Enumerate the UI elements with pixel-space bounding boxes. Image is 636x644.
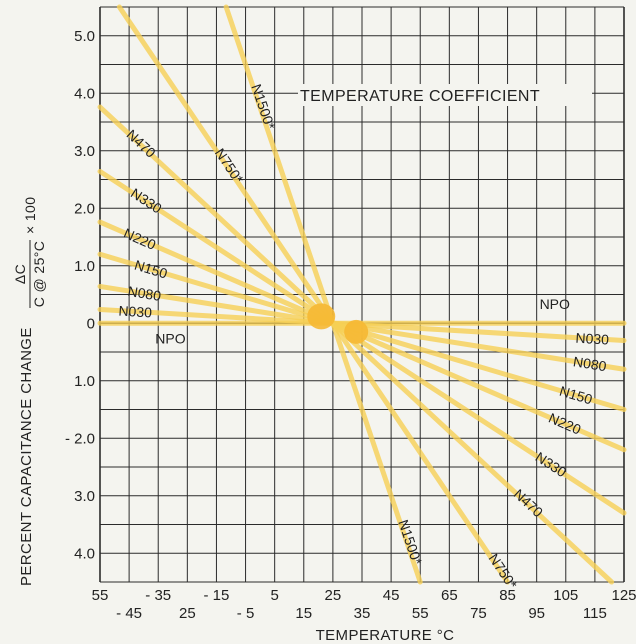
center-glow — [307, 303, 369, 344]
glow-right — [344, 319, 369, 344]
tick-labels: 5.0 4.0 3.0 2.0 1.0 0 1.0 - 2.0 3.0 4.0 55 - 35 - 15… — [65, 28, 636, 622]
x-axis-title: TEMPERATURE °C — [316, 627, 455, 644]
series-label-left-n1500: N1500* — [248, 82, 278, 132]
y-tick-label-3: 2.0 — [74, 200, 95, 217]
y-tick-label-5: 0 — [87, 315, 95, 332]
series-label-left-n750: N750* — [212, 145, 247, 187]
series-line-n1500 — [223, 4, 423, 585]
series-label-left-n150: N150 — [133, 257, 170, 282]
x-tick-upper-0: 55 — [92, 587, 109, 604]
x-tick-lower-6: 75 — [470, 605, 487, 622]
series-label-left-n080: N080 — [127, 283, 163, 304]
x-tick-upper-4: 25 — [325, 587, 342, 604]
x-tick-lower-5: 55 — [412, 605, 429, 622]
series-line-n750 — [116, 4, 511, 585]
series-line-n470 — [97, 104, 615, 585]
series-label-left-npo: NPO — [155, 330, 185, 346]
series-label-right-n220: N220 — [546, 410, 583, 438]
x-tick-upper-7: 85 — [499, 587, 516, 604]
x-tick-upper-3: 5 — [270, 587, 278, 604]
series-label-right-n150: N150 — [558, 383, 595, 408]
y-axis-formula-multiplier: × 100 — [22, 197, 38, 234]
x-tick-lower-4: 35 — [354, 605, 371, 622]
x-tick-upper-2: - 15 — [204, 587, 230, 604]
y-tick-label-2: 3.0 — [74, 143, 95, 160]
x-tick-lower-8: 115 — [583, 605, 607, 622]
x-tick-lower-1: 25 — [179, 605, 196, 622]
y-axis-title-group: PERCENT CAPACITANCE CHANGE ΔC C @ 25°C ×… — [12, 197, 47, 586]
y-tick-label-9: 4.0 — [74, 545, 95, 562]
x-tick-upper-6: 65 — [441, 587, 458, 604]
series-label-left-n030: N030 — [118, 303, 153, 321]
y-tick-label-1: 4.0 — [74, 85, 95, 102]
glow-left — [307, 303, 336, 330]
series-label-right-n1500: N1500* — [395, 518, 425, 568]
y-tick-label-8: 3.0 — [74, 488, 95, 505]
x-tick-lower-7: 95 — [528, 605, 545, 622]
series-label-right-n080: N080 — [572, 353, 608, 374]
y-tick-label-7: - 2.0 — [65, 430, 95, 447]
y-tick-label-0: 5.0 — [74, 28, 95, 45]
x-tick-lower-0: - 45 — [116, 605, 142, 622]
y-axis-formula-denominator: C @ 25°C — [31, 241, 47, 308]
series-label-right-npo: NPO — [540, 296, 570, 312]
x-tick-upper-8: 105 — [553, 587, 578, 604]
y-tick-label-6: 1.0 — [74, 373, 95, 390]
x-tick-upper-1: - 35 — [145, 587, 171, 604]
series-label-right-n030: N030 — [575, 330, 610, 348]
series-label-left-n220: N220 — [121, 225, 158, 253]
x-tick-lower-2: - 5 — [237, 605, 255, 622]
annotation-backdrop — [298, 84, 592, 106]
y-axis-formula-numerator: ΔC — [12, 264, 28, 284]
x-tick-upper-5: 45 — [383, 587, 400, 604]
x-tick-lower-3: 15 — [295, 605, 312, 622]
y-tick-label-4: 1.0 — [74, 258, 95, 275]
annotation-temperature-coefficient: TEMPERATURE COEFFICIENT — [300, 88, 540, 105]
y-axis-title: PERCENT CAPACITANCE CHANGE — [18, 327, 35, 586]
x-tick-upper-9: 125 — [611, 587, 636, 604]
